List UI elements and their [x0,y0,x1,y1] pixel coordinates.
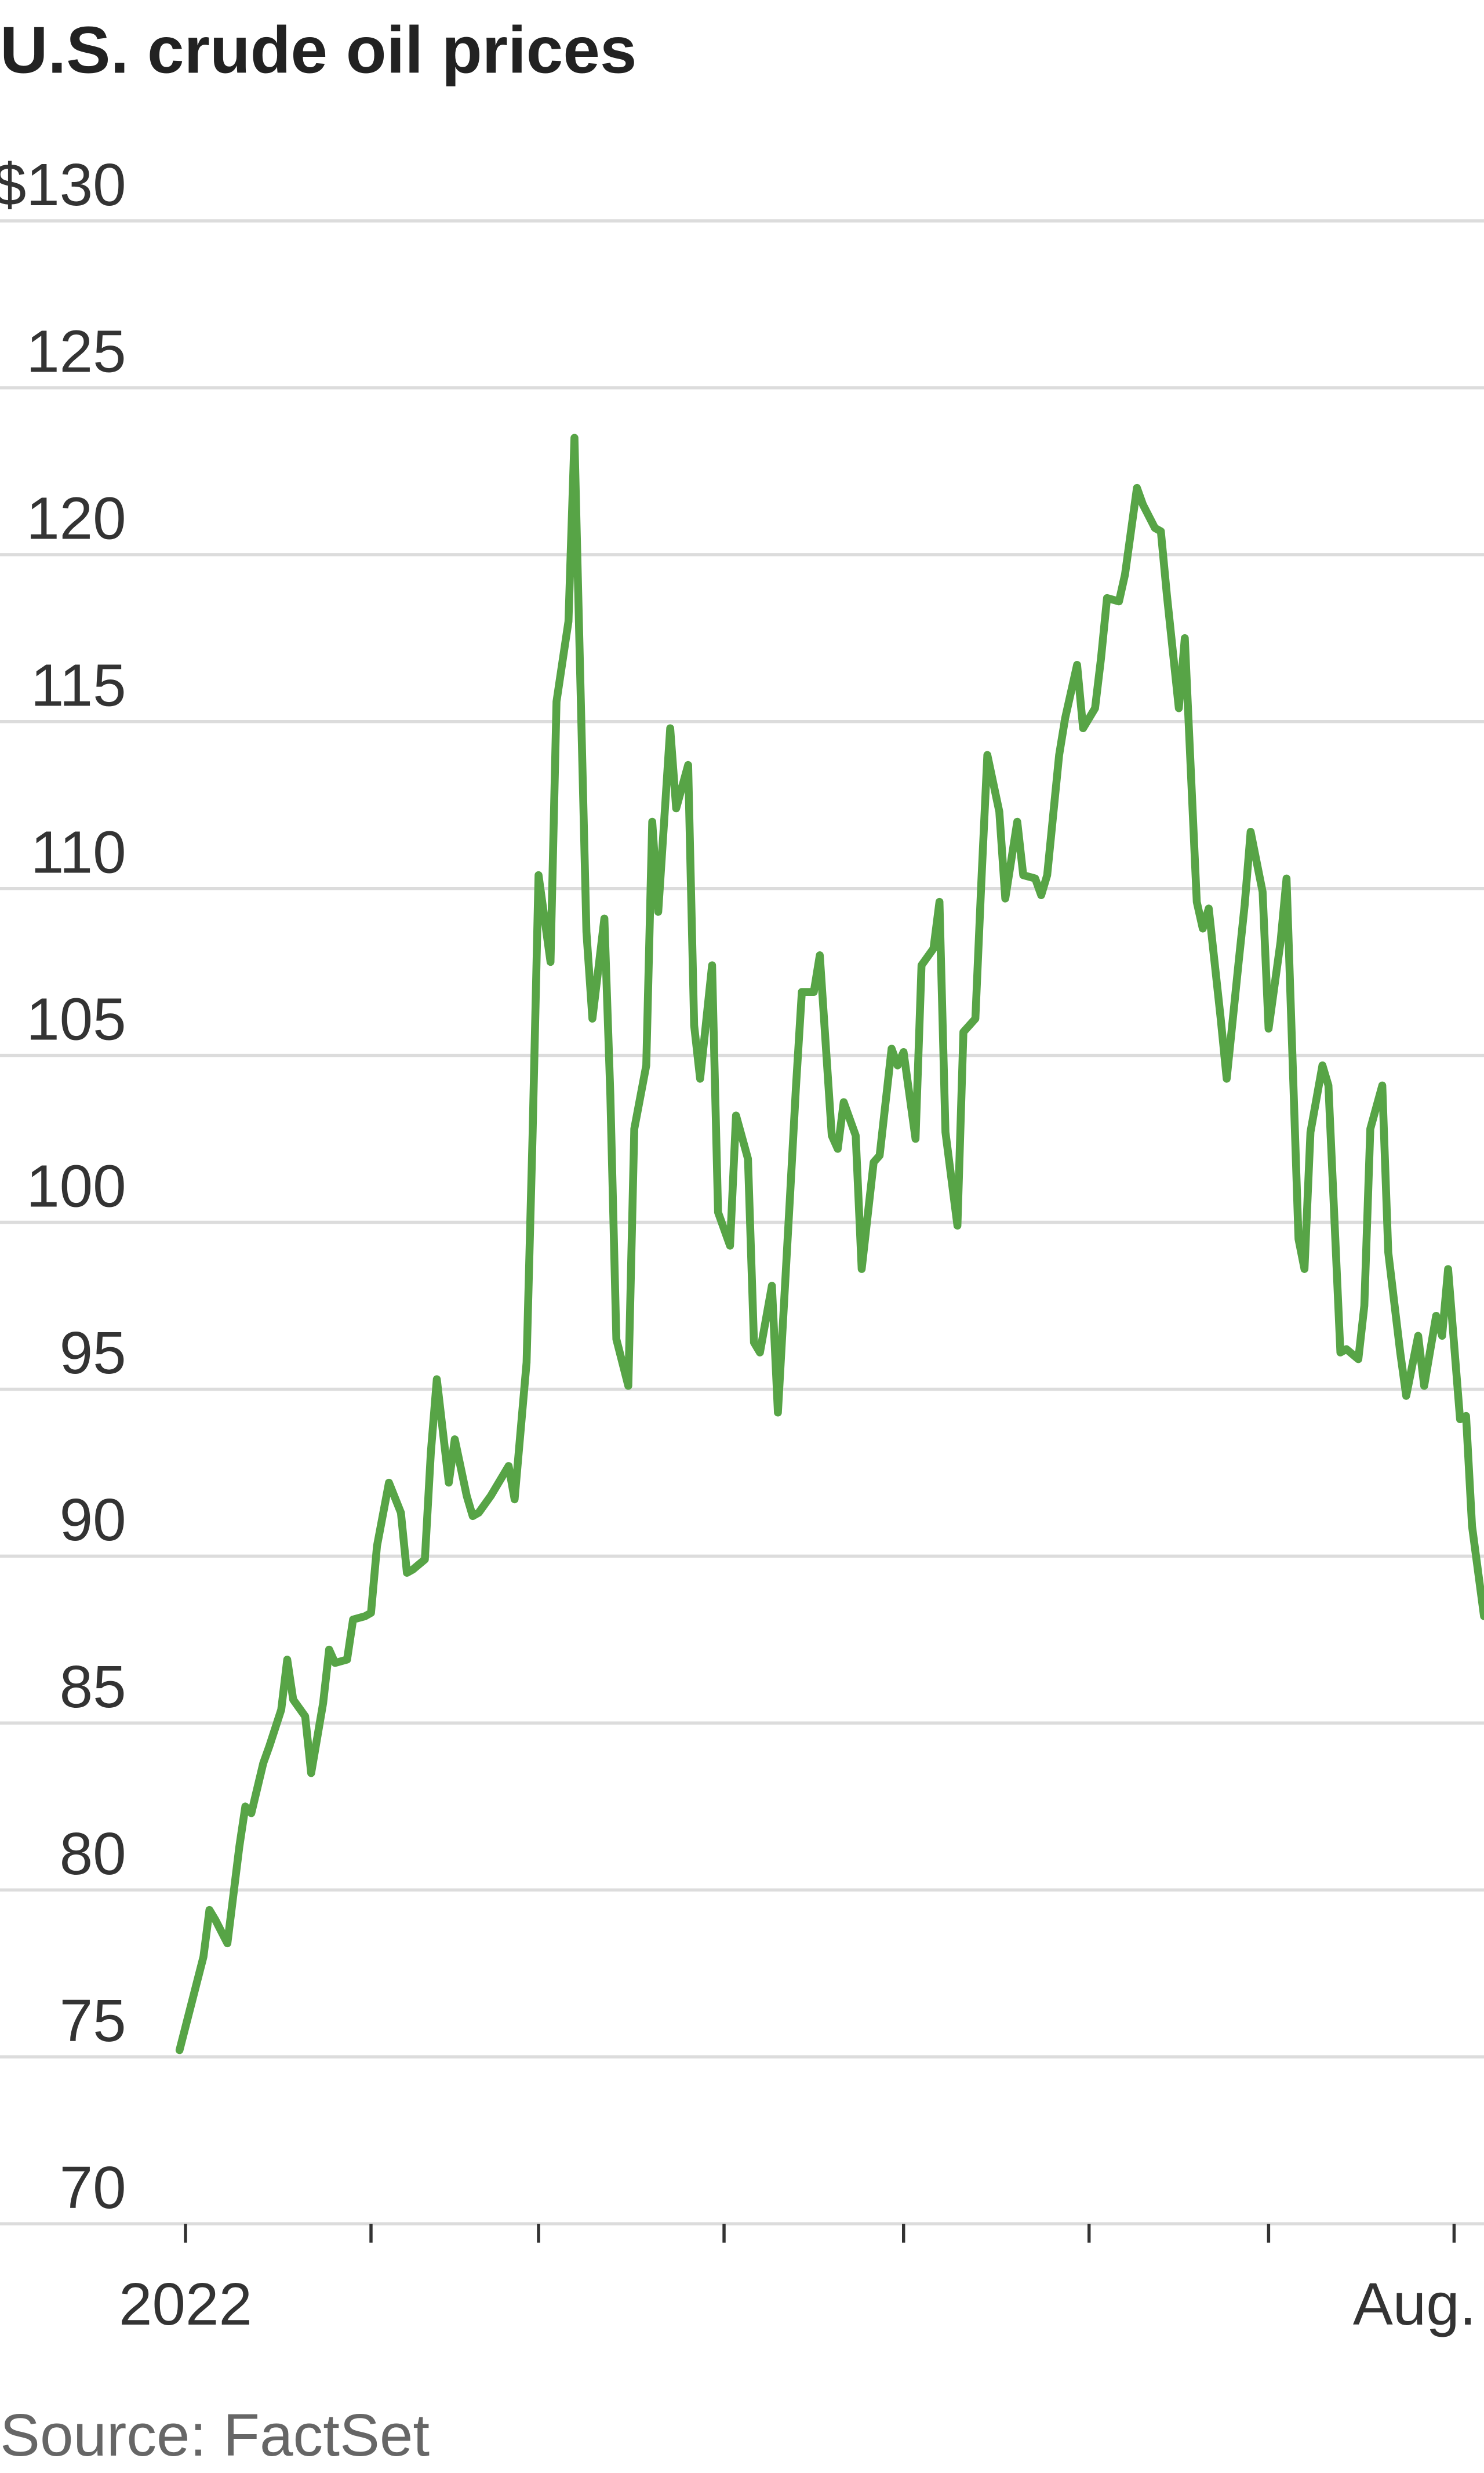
y-tick-label: 105 [26,985,126,1052]
y-tick-label: 100 [26,1152,126,1219]
chart-title: U.S. crude oil prices [0,13,636,87]
y-tick-label: 70 [60,2154,126,2221]
y-tick-label: 90 [60,1486,126,1553]
price-line [175,434,1484,2054]
y-tick-label: $130 [0,151,126,218]
y-tick-label: 85 [60,1653,126,1720]
source: Source: FactSet [0,2401,430,2468]
y-tick-label: 125 [26,318,126,385]
y-tick-label: 120 [26,485,126,552]
y-tick-label: 80 [60,1820,126,1887]
y-tick-label: 95 [60,1319,126,1386]
y-tick-label: 115 [31,652,126,719]
y-tick-label: 75 [60,1987,126,2054]
x-tick-label: 2022 [119,2270,252,2337]
x-tick-label: Aug. [1353,2270,1476,2337]
y-tick-label: 110 [31,818,126,885]
